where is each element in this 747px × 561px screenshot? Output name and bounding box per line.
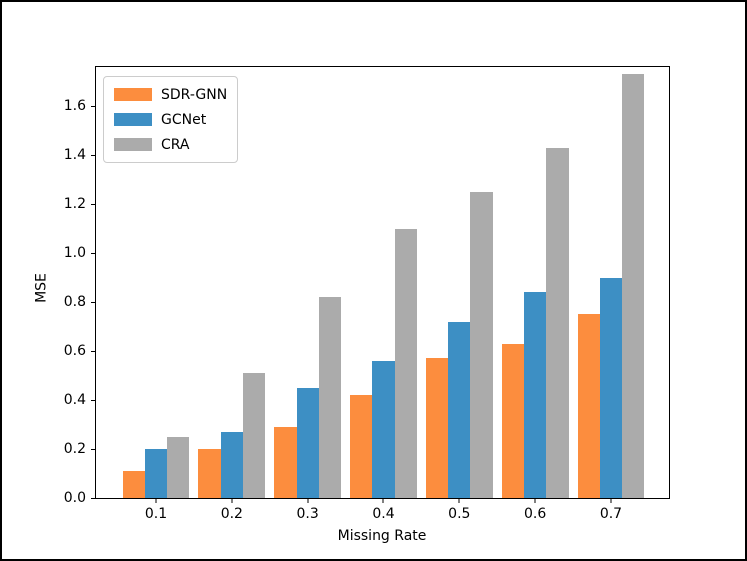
plot-area: SDR-GNN GCNet CRA 0.0 0.2 0.4 0.6 0.8 1.0 1.2 1.4…	[64, 66, 670, 521]
legend-item-cra: CRA	[114, 135, 227, 154]
legend-item-gcnet: GCNet	[114, 110, 227, 129]
legend-label-gcnet: GCNet	[161, 111, 207, 128]
bar-sdr-gnn-0.7	[577, 314, 600, 498]
x-axis-label: Missing Rate	[337, 528, 427, 544]
y-tick-mark-1.4	[91, 154, 96, 156]
x-tick-mark-0.5	[458, 498, 460, 503]
y-tick-label-0.2: 0.2	[63, 441, 86, 458]
x-tick-label-0.4: 0.4	[372, 506, 395, 522]
bar-sdr-gnn-0.6	[501, 343, 524, 498]
x-tick-mark-0.3	[307, 498, 309, 503]
y-tick-mark-0.2	[91, 448, 96, 450]
bar-sdr-gnn-0.2	[198, 449, 221, 498]
y-tick-label-1.0: 1.0	[63, 245, 86, 262]
bar-sdr-gnn-0.3	[274, 426, 297, 498]
legend-label-sdr-gnn: SDR-GNN	[161, 86, 228, 103]
bar-sdr-gnn-0.5	[425, 358, 449, 498]
x-tick-mark-0.6	[534, 498, 536, 503]
bar-sdr-gnn-0.1	[122, 471, 145, 498]
y-tick-mark-0.6	[91, 350, 96, 352]
y-tick-mark-0.4	[91, 399, 96, 401]
y-tick-mark-0.0	[91, 497, 96, 499]
y-tick-mark-1.2	[91, 203, 96, 205]
y-tick-label-0.4: 0.4	[63, 392, 86, 409]
y-tick-label-1.4: 1.4	[63, 147, 86, 164]
bar-cra-0.5	[470, 191, 493, 498]
y-tick-mark-1.6	[91, 105, 96, 107]
legend-item-sdr-gnn: SDR-GNN	[114, 85, 227, 104]
legend-swatch-cra	[114, 138, 152, 151]
legend-swatch-gcnet	[114, 113, 152, 126]
x-tick-label-0.6: 0.6	[524, 506, 547, 522]
bar-gcnet-0.2	[220, 431, 243, 498]
bar-cra-0.7	[622, 74, 645, 498]
y-tick-mark-0.8	[91, 301, 96, 303]
bar-gcnet-0.4	[372, 360, 395, 498]
legend: SDR-GNN GCNet CRA	[103, 76, 239, 163]
bar-cra-0.2	[242, 373, 266, 498]
x-tick-label-0.3: 0.3	[296, 506, 319, 522]
x-tick-label-0.1: 0.1	[144, 506, 168, 522]
legend-label-cra: CRA	[161, 136, 190, 153]
y-tick-mark-1.0	[91, 252, 96, 254]
x-tick-label-0.7: 0.7	[599, 506, 623, 522]
x-tick-label-0.2: 0.2	[220, 506, 243, 522]
x-tick-mark-0.4	[382, 498, 384, 503]
bar-gcnet-0.3	[296, 387, 319, 498]
y-tick-label-1.6: 1.6	[63, 98, 86, 115]
bar-gcnet-0.7	[599, 277, 623, 498]
bar-cra-0.6	[546, 147, 569, 498]
bar-cra-0.3	[318, 297, 342, 498]
y-tick-label-0.8: 0.8	[63, 294, 86, 311]
bar-cra-0.1	[167, 436, 190, 498]
x-tick-mark-0.1	[155, 498, 157, 503]
bar-gcnet-0.1	[144, 449, 168, 498]
bar-gcnet-0.5	[448, 321, 471, 498]
legend-swatch-sdr-gnn	[114, 88, 152, 101]
bar-gcnet-0.6	[524, 292, 547, 498]
y-tick-label-0.0: 0.0	[63, 490, 86, 506]
x-tick-mark-0.2	[231, 498, 233, 503]
y-tick-label-0.6: 0.6	[63, 343, 86, 360]
y-tick-label-1.2: 1.2	[63, 196, 86, 213]
bar-cra-0.4	[394, 228, 417, 498]
x-tick-label-0.5: 0.5	[448, 506, 471, 522]
y-axis-label: MSE	[33, 273, 50, 303]
x-tick-mark-0.7	[610, 498, 612, 503]
bar-sdr-gnn-0.4	[350, 395, 373, 498]
